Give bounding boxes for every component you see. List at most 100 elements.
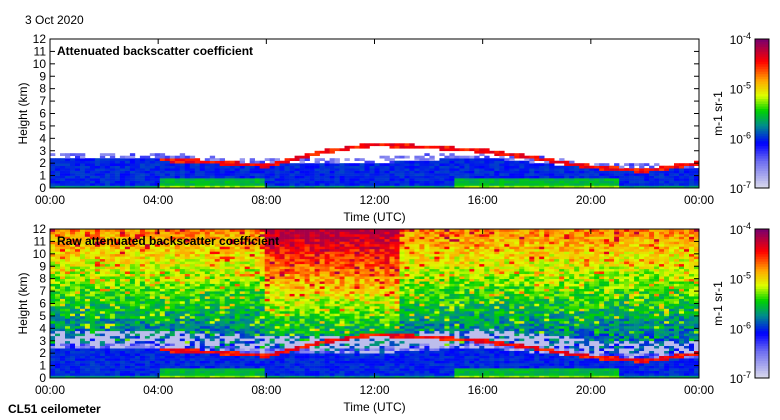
- heatmap-cell: [229, 251, 235, 255]
- heatmap-cell: [214, 175, 220, 179]
- heatmap-cell: [289, 229, 295, 232]
- heatmap-cell: [75, 291, 81, 294]
- heatmap-cell: [289, 185, 295, 189]
- heatmap-cell: [319, 291, 325, 294]
- heatmap-cell: [284, 350, 290, 354]
- heatmap-cell: [154, 266, 161, 270]
- heatmap-cell: [569, 160, 575, 164]
- heatmap-cell: [239, 310, 245, 314]
- heatmap-cell: [134, 185, 141, 189]
- heatmap-cell: [259, 253, 265, 257]
- heatmap-cell: [164, 338, 171, 342]
- heatmap-cell: [239, 175, 245, 179]
- heatmap-cell: [119, 373, 126, 376]
- heatmap-cell: [99, 335, 106, 339]
- heatmap-cell: [314, 266, 320, 270]
- heatmap-cell: [70, 165, 76, 169]
- heatmap-cell: [229, 358, 235, 361]
- heatmap-cell: [319, 320, 325, 324]
- heatmap-cell: [264, 358, 270, 361]
- y-tick-label: 4: [39, 131, 46, 145]
- heatmap-cell: [94, 273, 101, 277]
- heatmap-cell: [55, 291, 61, 294]
- heatmap-cell: [304, 373, 310, 376]
- heatmap-cell: [234, 273, 240, 277]
- heatmap-cell: [50, 173, 56, 176]
- heatmap-cell: [609, 185, 615, 189]
- heatmap-cell: [154, 308, 161, 312]
- heatmap-cell: [55, 173, 61, 176]
- heatmap-cell: [70, 313, 76, 317]
- heatmap-cell: [94, 173, 101, 176]
- heatmap-cell: [399, 145, 405, 149]
- heatmap-cell: [199, 291, 206, 294]
- heatmap-cell: [284, 333, 290, 337]
- heatmap-cell: [65, 266, 71, 270]
- heatmap-cell: [359, 185, 365, 189]
- heatmap-cell: [134, 313, 141, 317]
- heatmap-cell: [294, 355, 300, 359]
- heatmap-cell: [339, 180, 345, 184]
- heatmap-cell: [279, 173, 285, 176]
- heatmap-cell: [139, 163, 146, 166]
- heatmap-cell: [559, 170, 565, 174]
- heatmap-cell: [124, 355, 131, 359]
- heatmap-cell: [80, 360, 86, 364]
- heatmap-cell: [169, 370, 176, 374]
- heatmap-cell: [224, 283, 230, 287]
- heatmap-cell: [599, 175, 605, 179]
- heatmap-cell: [199, 298, 206, 302]
- heatmap-cell: [204, 306, 211, 309]
- colorbar-swatch: [755, 140, 769, 144]
- heatmap-cell: [179, 278, 186, 282]
- heatmap-cell: [539, 165, 545, 169]
- heatmap-cell: [119, 261, 126, 265]
- heatmap-cell: [284, 231, 290, 235]
- heatmap-cell: [244, 353, 250, 356]
- heatmap-cell: [304, 328, 310, 332]
- heatmap-cell: [114, 340, 121, 344]
- heatmap-cell: [124, 180, 131, 184]
- heatmap-cell: [65, 353, 71, 356]
- heatmap-cell: [134, 273, 141, 277]
- heatmap-cell: [169, 303, 176, 307]
- heatmap-cell: [65, 281, 71, 284]
- heatmap-cell: [254, 243, 260, 247]
- heatmap-cell: [114, 273, 121, 277]
- heatmap-cell: [99, 363, 106, 366]
- heatmap-cell: [75, 320, 81, 324]
- heatmap-cell: [289, 168, 295, 171]
- heatmap-cell: [239, 173, 245, 176]
- heatmap-cell: [109, 370, 116, 374]
- heatmap-cell: [404, 175, 410, 179]
- heatmap-cell: [299, 238, 305, 242]
- heatmap-cell: [99, 313, 106, 317]
- heatmap-cell: [109, 153, 116, 156]
- heatmap-cell: [204, 333, 211, 337]
- heatmap-cell: [279, 375, 285, 379]
- heatmap-cell: [124, 310, 131, 314]
- heatmap-cell: [84, 368, 91, 371]
- heatmap-cell: [294, 370, 300, 374]
- heatmap-cell: [129, 175, 136, 179]
- heatmap-cell: [574, 163, 580, 166]
- heatmap-cell: [179, 251, 186, 255]
- heatmap-cell: [244, 288, 250, 292]
- heatmap-cell: [244, 313, 250, 317]
- heatmap-cell: [174, 178, 181, 181]
- heatmap-cell: [359, 168, 365, 171]
- heatmap-cell: [154, 296, 161, 299]
- heatmap-cell: [89, 170, 96, 174]
- heatmap-cell: [94, 231, 101, 235]
- heatmap-cell: [204, 271, 211, 274]
- heatmap-cell: [84, 325, 91, 329]
- heatmap-cell: [55, 333, 61, 337]
- heatmap-cell: [239, 350, 245, 354]
- heatmap-cell: [65, 278, 71, 282]
- heatmap-cell: [80, 251, 86, 255]
- heatmap-cell: [229, 165, 235, 169]
- colorbar-swatch: [755, 39, 769, 42]
- heatmap-cell: [89, 158, 96, 161]
- heatmap-cell: [179, 253, 186, 257]
- heatmap-cell: [279, 368, 285, 371]
